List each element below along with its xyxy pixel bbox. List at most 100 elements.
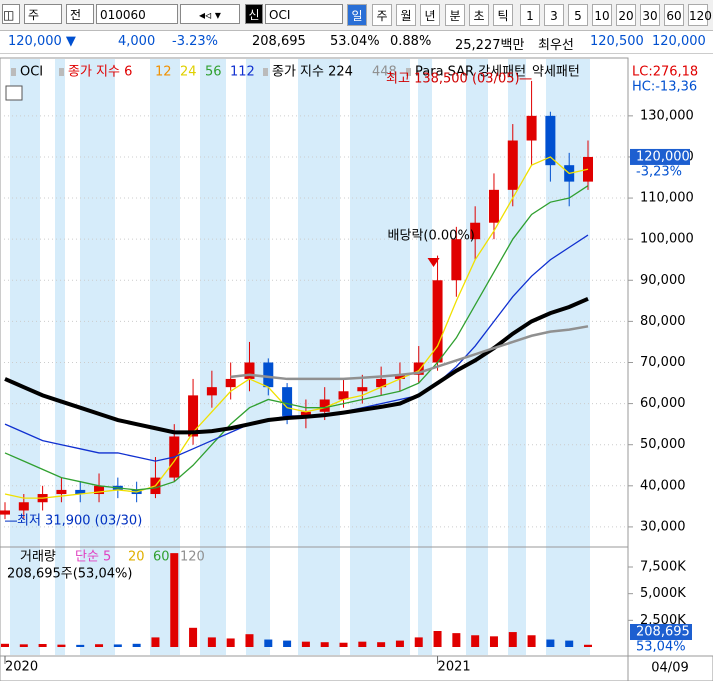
volume-summary: 208,695주(53,04%) bbox=[7, 567, 132, 582]
last-volume-box bbox=[630, 624, 692, 640]
period-button[interactable]: 일 bbox=[347, 4, 367, 26]
candle-body bbox=[263, 362, 274, 388]
period-button[interactable]: 5 bbox=[568, 4, 588, 26]
candle-body bbox=[319, 399, 330, 412]
y-tick-label: 60,000 bbox=[640, 396, 686, 411]
candle-body bbox=[470, 222, 481, 240]
volume-bar bbox=[377, 642, 386, 647]
legend-item: 거래량 bbox=[20, 550, 56, 565]
best-label: 최우선 bbox=[538, 38, 574, 53]
candle-body bbox=[488, 189, 499, 223]
legend-item: 112 bbox=[230, 65, 255, 80]
period-button[interactable]: 년 bbox=[420, 4, 440, 26]
y-tick-label: 50,000 bbox=[640, 437, 686, 452]
candle-body bbox=[188, 395, 199, 437]
menu-button[interactable]: ◫ bbox=[2, 4, 20, 24]
volume-bar bbox=[584, 644, 592, 647]
type-button[interactable]: 주 bbox=[24, 4, 62, 24]
volume-bar bbox=[546, 639, 555, 647]
y-tick-label: 130,000 bbox=[640, 108, 694, 123]
period-button[interactable]: 60 bbox=[664, 4, 684, 26]
period-button[interactable]: 분 bbox=[445, 4, 465, 26]
nav-buttons[interactable]: ◂◃ ▾ bbox=[180, 4, 240, 24]
volume-bar bbox=[1, 643, 9, 647]
low-annotation: 최저 31,900 (03/30) bbox=[17, 514, 142, 529]
sar-band bbox=[418, 59, 432, 655]
period-button[interactable]: 초 bbox=[469, 4, 489, 26]
legend-item: 종가 지수 224 bbox=[272, 65, 353, 80]
period-button[interactable]: 1 bbox=[520, 4, 540, 26]
candle-body bbox=[75, 489, 86, 495]
candle-body bbox=[507, 140, 518, 190]
candle-body bbox=[206, 387, 217, 396]
candle-body bbox=[413, 362, 424, 375]
chart: 04/09 30,000 40,000 50,000 60,000 70,000 80,0… bbox=[0, 57, 713, 681]
period-button[interactable]: 20 bbox=[616, 4, 636, 26]
candle-body bbox=[18, 502, 29, 511]
period-button[interactable]: 10 bbox=[592, 4, 612, 26]
candle-body bbox=[394, 374, 405, 379]
volume-bar bbox=[245, 634, 254, 647]
sar-band bbox=[350, 59, 410, 655]
period-button[interactable]: 틱 bbox=[493, 4, 513, 26]
ma-line bbox=[4, 156, 589, 499]
volume-bar bbox=[471, 635, 480, 647]
candle-body bbox=[300, 411, 311, 416]
x-tick-label: 2020 bbox=[5, 660, 38, 675]
ask: 120,500 bbox=[590, 34, 644, 49]
bid: 120,000 bbox=[652, 34, 706, 49]
volume-bar bbox=[395, 640, 404, 647]
table-icon[interactable] bbox=[5, 85, 23, 101]
turnover-rate: 0.88% bbox=[390, 34, 432, 49]
code-input[interactable]: 010060 bbox=[96, 4, 178, 24]
legend-item: 448 bbox=[372, 65, 397, 80]
candle-body bbox=[94, 485, 105, 495]
volume-bar bbox=[565, 640, 574, 647]
candle-body bbox=[357, 387, 368, 392]
y-tick-label: 110,000 bbox=[640, 191, 694, 206]
name-input[interactable]: OCI bbox=[265, 4, 343, 24]
volume-bar bbox=[38, 644, 47, 647]
legend-item: 20 bbox=[128, 550, 145, 565]
sar-band bbox=[80, 59, 115, 655]
volume-bar bbox=[264, 639, 273, 647]
volume-bar bbox=[320, 642, 329, 647]
period-button[interactable]: 3 bbox=[544, 4, 564, 26]
volume-bar bbox=[76, 644, 85, 647]
change: 4,000 bbox=[118, 34, 156, 49]
ma-line bbox=[4, 185, 589, 491]
legend-item: Para SAR 강세패턴 bbox=[415, 65, 526, 80]
x-tick-label: 2021 bbox=[438, 660, 471, 675]
legend-item: 24 bbox=[180, 65, 197, 80]
candle-body bbox=[451, 239, 462, 281]
dividend-annotation: 배당락(0.00%) bbox=[388, 229, 475, 244]
candle-body bbox=[0, 510, 10, 515]
legend-item: 60 bbox=[153, 550, 170, 565]
mode-button[interactable]: 전 bbox=[66, 4, 94, 24]
candle-body bbox=[545, 115, 556, 166]
legend-marker bbox=[406, 68, 411, 76]
period-button[interactable]: 30 bbox=[640, 4, 660, 26]
volume-bar bbox=[358, 641, 367, 647]
badge: 신 bbox=[245, 4, 263, 24]
dividend-marker bbox=[427, 258, 440, 267]
volume-bar bbox=[19, 644, 28, 647]
volume-bar bbox=[57, 644, 66, 647]
candle-body bbox=[225, 378, 236, 388]
amount: 25,227백만 bbox=[455, 38, 525, 53]
legend-marker bbox=[263, 68, 268, 76]
candle-body bbox=[244, 362, 255, 379]
candle-body bbox=[338, 391, 349, 400]
date-box bbox=[627, 655, 713, 681]
y-tick-label: 80,000 bbox=[640, 314, 686, 329]
hc-label: HC:-13,36 bbox=[632, 80, 697, 95]
period-button[interactable]: 120 bbox=[688, 4, 712, 26]
period-button[interactable]: 월 bbox=[396, 4, 416, 26]
volume-bar bbox=[132, 643, 141, 647]
volume-bar bbox=[301, 641, 310, 647]
volume-bar bbox=[414, 637, 423, 647]
y-tick-label: 100,000 bbox=[640, 232, 694, 247]
volume: 208,695 bbox=[252, 34, 306, 49]
period-button[interactable]: 주 bbox=[372, 4, 392, 26]
